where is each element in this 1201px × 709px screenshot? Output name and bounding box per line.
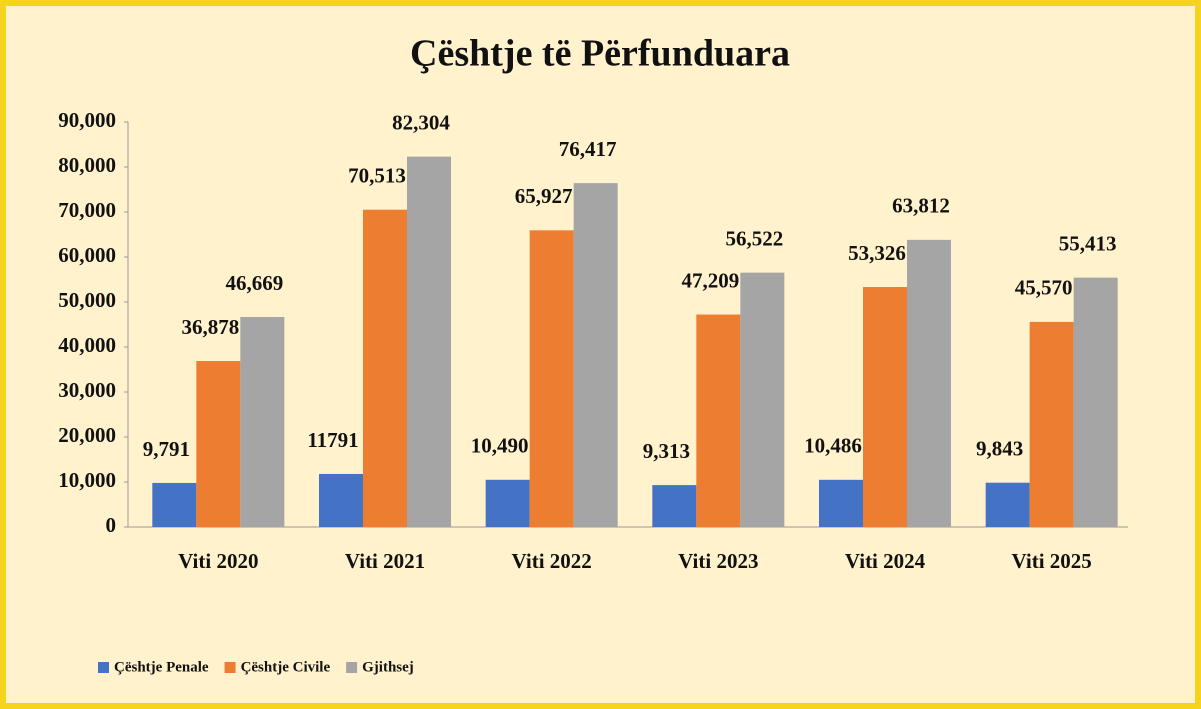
chart-title: Çështje të Përfunduara (410, 33, 790, 75)
bar (819, 479, 863, 527)
data-label: 63,812 (892, 194, 950, 218)
y-tick-label: 10,000 (58, 468, 116, 492)
data-label: 36,878 (181, 315, 239, 339)
bar (1073, 277, 1118, 527)
data-label: 45,570 (1015, 276, 1073, 300)
bar (907, 239, 951, 527)
bar (863, 287, 907, 527)
data-label: 82,304 (392, 110, 450, 134)
chart: Çështje të Përfunduara 0 10,000 20,000 30,0… (58, 33, 1128, 675)
data-label: 11791 (307, 428, 358, 452)
bar (740, 272, 785, 527)
legend-swatch (224, 662, 236, 673)
y-tick-label: 40,000 (58, 333, 116, 357)
data-label: 76,417 (559, 137, 617, 161)
bar (196, 361, 241, 527)
bar (529, 230, 574, 528)
data-label: 9,791 (143, 437, 190, 461)
legend-swatch (346, 662, 358, 673)
data-label: 56,522 (725, 226, 783, 250)
x-tick-label: Viti 2020 (178, 549, 258, 573)
legend-label: Çështje Penale (114, 659, 209, 675)
bar (152, 482, 197, 527)
bar (985, 482, 1030, 527)
bar (652, 485, 697, 527)
y-tick-label: 20,000 (58, 423, 116, 447)
data-label: 55,413 (1059, 231, 1117, 255)
legend-swatch (98, 662, 109, 673)
data-label: 47,209 (681, 268, 739, 292)
data-label: 65,927 (515, 184, 573, 208)
bar (573, 183, 618, 527)
legend-label: Gjithsej (362, 659, 414, 675)
bar (485, 479, 530, 527)
x-tick-label: Viti 2022 (512, 549, 592, 573)
y-tick-label: 70,000 (58, 198, 116, 222)
y-tick-label: 50,000 (58, 288, 116, 312)
y-tick-label: 0 (106, 513, 117, 537)
data-label: 10,490 (471, 434, 529, 458)
x-tick-label: Viti 2024 (845, 549, 926, 573)
bar (363, 209, 407, 527)
x-tick-label: Viti 2025 (1012, 549, 1092, 573)
bar (696, 314, 741, 527)
bar (1029, 321, 1074, 527)
bar (407, 156, 451, 527)
y-tick-label: 80,000 (58, 153, 116, 177)
y-tick-label: 60,000 (58, 243, 116, 267)
data-label: 46,669 (225, 271, 283, 295)
x-tick-label: Viti 2023 (678, 549, 758, 573)
legend-label: Çështje Civile (241, 659, 331, 675)
data-label: 10,486 (804, 434, 862, 458)
data-label: 9,843 (976, 437, 1023, 461)
data-label: 9,313 (643, 439, 690, 463)
bar (240, 316, 285, 527)
y-tick-label: 30,000 (58, 378, 116, 402)
x-tick-label: Viti 2021 (345, 549, 425, 573)
bar (319, 473, 363, 527)
y-tick-label: 90,000 (58, 108, 116, 132)
data-label: 53,326 (848, 241, 906, 265)
data-label: 70,513 (348, 164, 406, 188)
